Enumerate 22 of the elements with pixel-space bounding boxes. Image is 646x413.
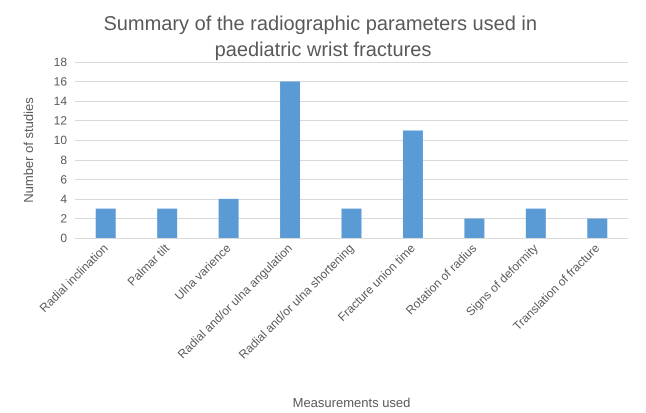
y-tick-label: 2 — [60, 211, 68, 226]
x-axis-title: Measurements used — [292, 395, 410, 410]
bar — [280, 82, 300, 238]
y-tick-label: 0 — [60, 231, 68, 245]
bar — [587, 218, 608, 238]
y-tick-label: 4 — [60, 192, 68, 206]
y-tick-label: 6 — [60, 172, 68, 186]
bar — [157, 208, 178, 238]
bar — [342, 208, 362, 238]
y-tick-label: 14 — [54, 94, 68, 108]
y-tick-label: 12 — [54, 114, 68, 128]
y-tick-label: 8 — [60, 152, 68, 167]
y-tick-label: 18 — [54, 55, 68, 69]
y-axis-title: Number of studies — [21, 96, 36, 203]
bar — [96, 208, 116, 238]
y-tick-label: 16 — [54, 74, 68, 89]
bar — [526, 208, 546, 238]
bar — [402, 130, 423, 238]
chart-title: Summary of the radiographic parameters used in paediatric wrist fractures — [103, 13, 543, 61]
bar — [218, 198, 239, 238]
bar — [464, 218, 484, 238]
y-tick-label: 10 — [54, 133, 68, 148]
